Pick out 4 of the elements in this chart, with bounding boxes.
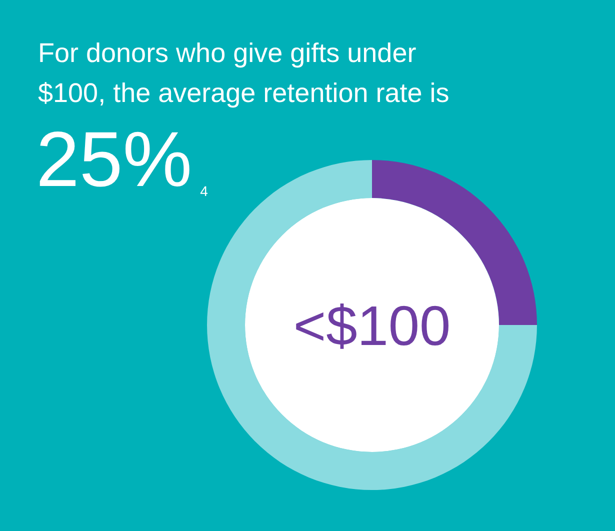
donut-slice xyxy=(207,160,537,490)
text: <$100 xyxy=(293,294,451,357)
chart-title: For donors who give gifts under $100, the average retention rate is xyxy=(38,38,450,108)
text: 25%$_{4}$ xyxy=(36,115,208,203)
